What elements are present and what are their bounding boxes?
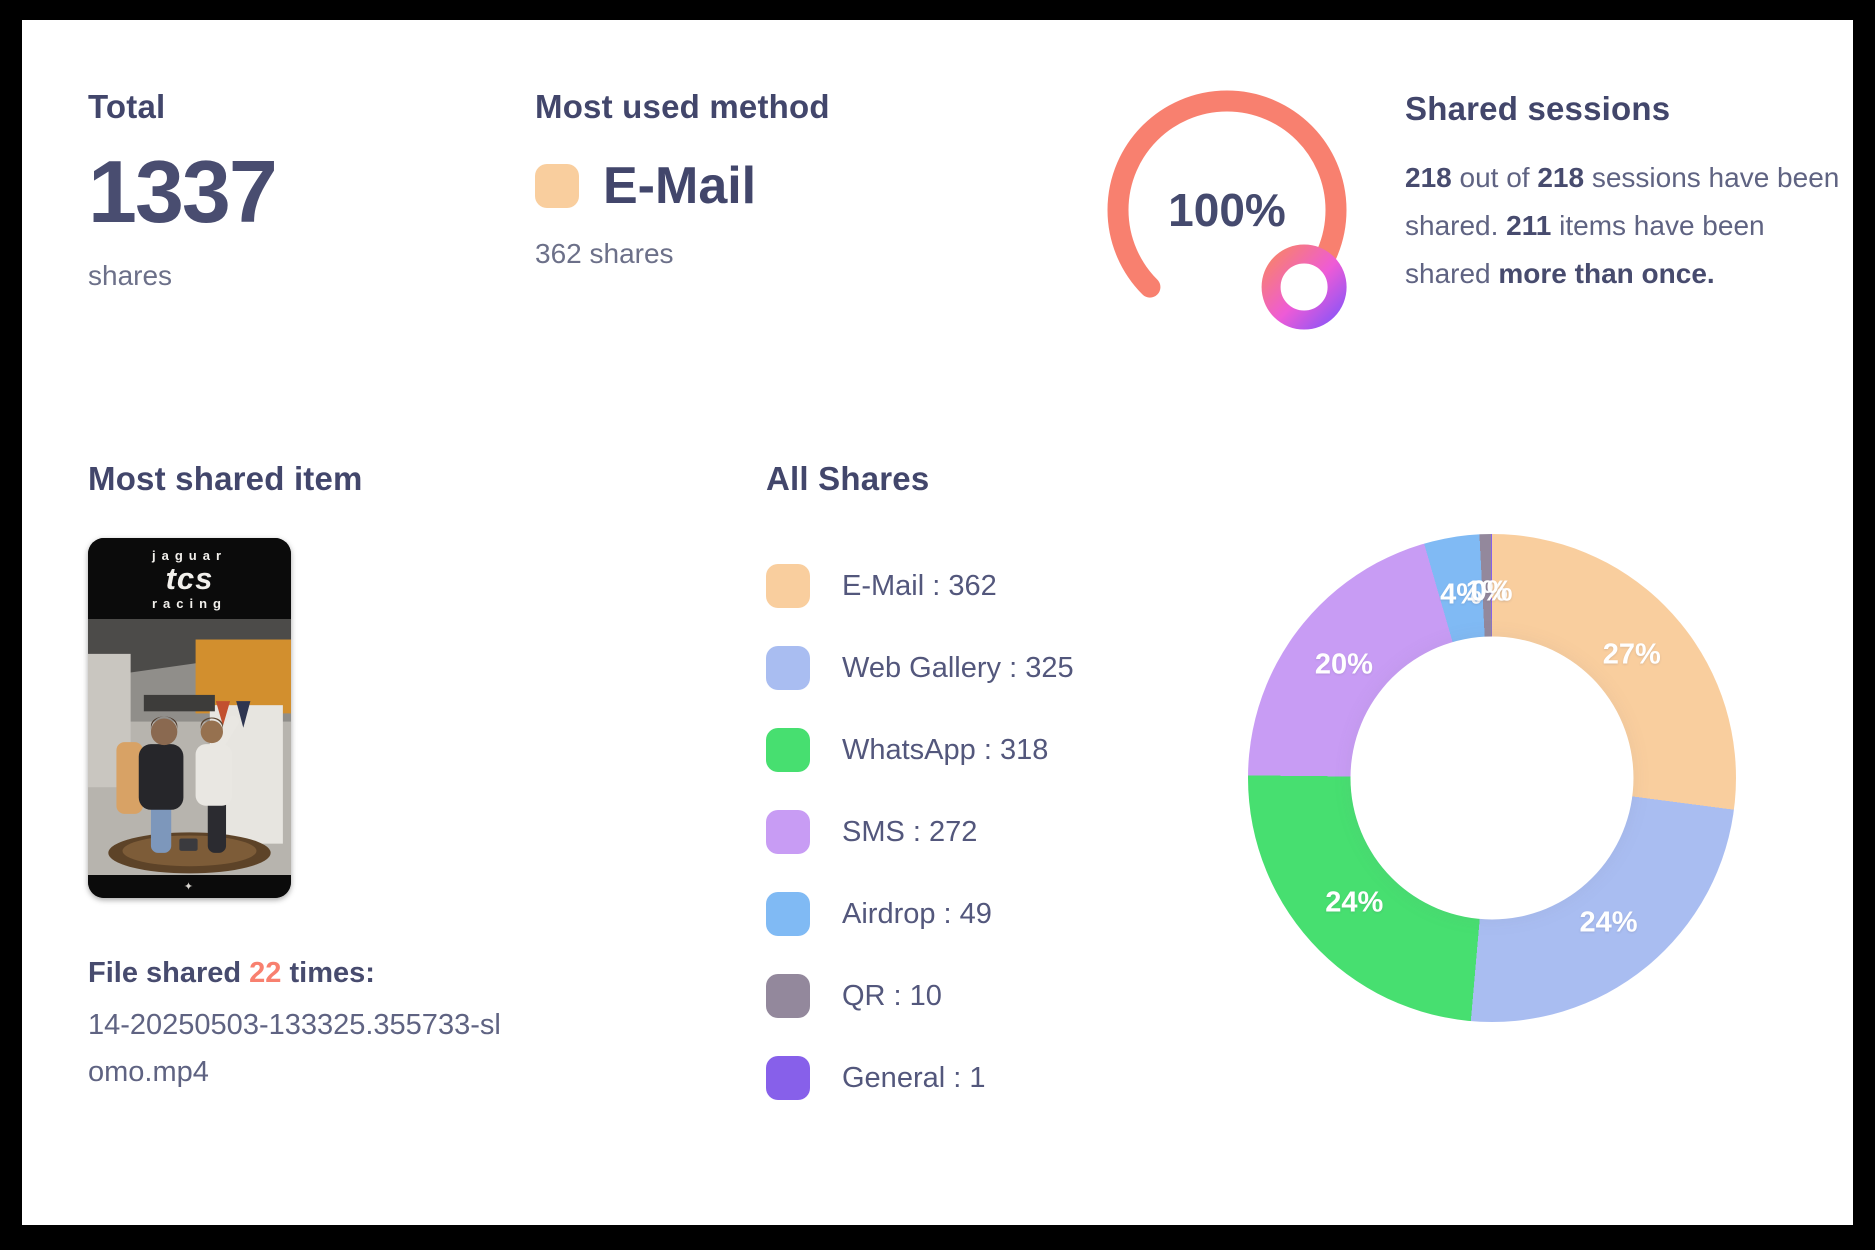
legend-label: SMS : 272 (842, 815, 978, 848)
dashboard-canvas: Total 1337 shares Most used method E-Mai… (22, 20, 1853, 1225)
donut-label-whatsapp: 24% (1325, 886, 1384, 919)
legend-label: Airdrop : 49 (842, 897, 992, 930)
most-used-method-title: Most used method (535, 88, 830, 125)
method-name: E-Mail (603, 157, 757, 215)
donut-label-airdrop: 4% (1440, 578, 1483, 611)
brand-line-jaguar: Jaguar (151, 548, 227, 563)
gauge-arc (1107, 90, 1347, 298)
all-shares-donut-chart[interactable]: 27% 24% 24% 20% 4% 1% 0% (1248, 534, 1736, 1022)
all-shares-title: All Shares (766, 460, 930, 497)
legend-label: E-Mail : 362 (842, 569, 997, 602)
legend-label: QR : 10 (842, 979, 942, 1012)
donut-label-general: 0% (1470, 575, 1513, 608)
legend-item-airdrop[interactable]: Airdrop : 49 (766, 892, 1074, 936)
brand-line-racing: racing (151, 595, 227, 611)
donut-label-e-mail: 27% (1602, 638, 1661, 671)
share-method-legend: E-Mail : 362 Web Gallery : 325 WhatsApp : … (766, 564, 1074, 1100)
legend-item-general[interactable]: General : 1 (766, 1056, 1074, 1100)
total-title: Total (88, 88, 166, 125)
method-share-count: 362 shares (535, 238, 674, 269)
legend-label: WhatsApp : 318 (842, 733, 1049, 766)
legend-swatch (766, 564, 810, 608)
legend-swatch (766, 974, 810, 1018)
legend-swatch (766, 810, 810, 854)
legend-item-web-gallery[interactable]: Web Gallery : 325 (766, 646, 1074, 690)
legend-item-whatsapp[interactable]: WhatsApp : 318 (766, 728, 1074, 772)
total-unit: shares (88, 260, 173, 291)
shared-sessions-description: 218 out of 218 sessions have been shared… (1405, 162, 1840, 289)
legend-swatch (766, 646, 810, 690)
legend-swatch (766, 1056, 810, 1100)
legend-item-qr[interactable]: QR : 10 (766, 974, 1074, 1018)
donut-label-sms: 20% (1314, 648, 1373, 681)
gauge-end-marker (1261, 244, 1347, 330)
legend-item-sms[interactable]: SMS : 272 (766, 810, 1074, 854)
brand-line-tcs: tcs (165, 561, 214, 596)
total-value: 1337 (88, 142, 278, 241)
most-shared-item-title: Most shared item (88, 460, 363, 497)
method-color-swatch (535, 164, 579, 208)
donut-label-web-gallery: 24% (1579, 906, 1638, 939)
total-shares-card: Total 1337 shares (88, 88, 278, 292)
shared-sessions-title: Shared sessions (1405, 90, 1671, 127)
donut-label-qr: 1% (1465, 575, 1508, 608)
legend-swatch (766, 892, 810, 936)
donut-hole (1350, 636, 1634, 920)
legend-label: Web Gallery : 325 (842, 651, 1074, 684)
video-brand-banner: Jaguar tcs racing (88, 538, 291, 619)
legend-label: General : 1 (842, 1061, 986, 1094)
legend-item-e-mail[interactable]: E-Mail : 362 (766, 564, 1074, 608)
all-shares-card: All Shares E-Mail : 362 Web Gallery : 325… (766, 460, 1074, 1138)
video-footer-logo: ✦ (88, 875, 291, 898)
shared-sessions-gauge[interactable] (1087, 70, 1367, 350)
file-shared-count-line: File shared 22 times: (88, 957, 375, 989)
shared-sessions-card: Shared sessions 218 out of 218 sessions … (1405, 90, 1855, 298)
file-name: 14-20250503-133325.355733-slomo.mp4 (88, 1009, 501, 1088)
legend-swatch (766, 728, 810, 772)
most-used-method-card: Most used method E-Mail 362 shares (535, 88, 830, 270)
video-still-image (88, 618, 291, 875)
most-shared-item-card: Most shared item Jaguar tcs racing (88, 460, 558, 1096)
most-shared-item-thumbnail[interactable]: Jaguar tcs racing (88, 538, 291, 898)
